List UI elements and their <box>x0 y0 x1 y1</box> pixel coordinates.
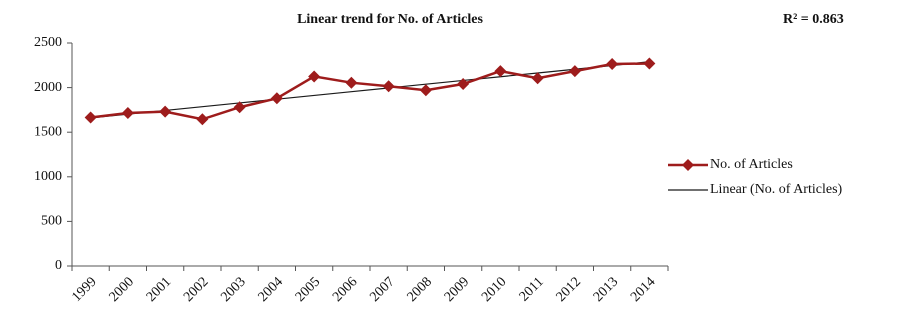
y-tick-label: 2500 <box>34 35 62 50</box>
x-tick-label: 2000 <box>107 274 137 304</box>
marker <box>121 107 134 120</box>
y-tick-label: 1000 <box>34 169 62 184</box>
marker <box>270 92 283 105</box>
marker <box>308 70 321 83</box>
x-tick-label: 2002 <box>181 274 211 304</box>
x-tick-label: 2004 <box>256 274 286 304</box>
x-tick-label: 2005 <box>293 274 323 304</box>
marker <box>643 57 656 70</box>
y-tick-label: 0 <box>55 258 62 273</box>
series-line <box>90 61 650 119</box>
marker <box>419 84 432 97</box>
y-tick-label: 500 <box>41 214 62 229</box>
x-tick-label: 2006 <box>330 274 360 304</box>
chart-title: Linear trend for No. of Articles <box>297 12 483 27</box>
marker <box>531 72 544 85</box>
legend-label: No. of Articles <box>710 157 793 172</box>
x-tick-label: 2010 <box>479 274 509 304</box>
x-tick-label: 1999 <box>69 274 99 304</box>
y-tick-label: 1500 <box>34 124 62 139</box>
legend-marker <box>682 159 694 171</box>
x-tick-label: 2011 <box>517 274 547 304</box>
x-tick-label: 2009 <box>442 274 472 304</box>
marker <box>457 78 470 91</box>
marker <box>345 76 358 89</box>
x-tick-label: 2003 <box>218 274 248 304</box>
series-line <box>90 62 650 121</box>
marker <box>84 111 97 124</box>
marker <box>568 65 581 78</box>
x-tick-label: 2007 <box>367 274 397 304</box>
marker <box>606 57 619 70</box>
x-tick-label: 2014 <box>628 274 658 304</box>
marker <box>382 80 395 93</box>
x-tick-label: 2008 <box>405 274 435 304</box>
marker <box>494 65 507 78</box>
marker <box>159 105 172 118</box>
x-tick-label: 2012 <box>554 274 584 304</box>
marker <box>233 101 246 114</box>
legend-label: Linear (No. of Articles) <box>710 182 843 197</box>
marker <box>196 113 209 126</box>
x-tick-label: 2001 <box>144 274 174 304</box>
r-squared: R² = 0.863 <box>783 12 844 27</box>
y-tick-label: 2000 <box>34 80 62 95</box>
x-tick-label: 2013 <box>591 274 621 304</box>
